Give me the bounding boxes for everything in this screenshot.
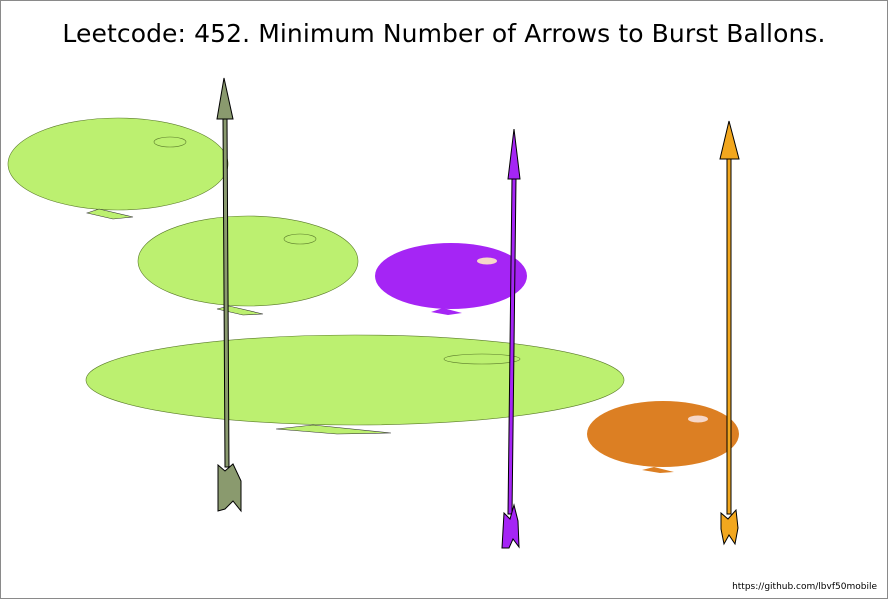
arrow-head xyxy=(507,128,521,180)
arrow-fletching xyxy=(501,503,520,549)
arrow-green xyxy=(216,77,242,513)
arrow-fletching xyxy=(217,463,242,513)
arrow-head xyxy=(216,77,234,120)
balloon-shine xyxy=(443,353,521,365)
balloon-green-3 xyxy=(85,334,625,435)
arrow-purple xyxy=(501,128,521,549)
arrow-orange xyxy=(719,120,740,546)
balloon-green-1 xyxy=(7,117,229,220)
balloon-knot xyxy=(431,308,462,315)
arrow-head xyxy=(719,120,740,160)
diagram-title: Leetcode: 452. Minimum Number of Arrows … xyxy=(62,19,826,48)
balloon-shine xyxy=(688,415,708,423)
balloon-shine xyxy=(477,257,497,265)
arrow-fletching xyxy=(720,508,739,546)
balloon-knot xyxy=(85,208,134,220)
balloon-shine xyxy=(153,136,187,148)
balloon-knot xyxy=(642,467,674,473)
credit-link[interactable]: https://github.com/lbvf50mobile xyxy=(732,582,877,592)
balloon-green-2 xyxy=(137,215,359,316)
balloon-orange xyxy=(587,401,739,473)
balloon-shine xyxy=(283,233,317,245)
balloon-purple xyxy=(375,243,527,315)
balloon-knot xyxy=(275,424,392,435)
